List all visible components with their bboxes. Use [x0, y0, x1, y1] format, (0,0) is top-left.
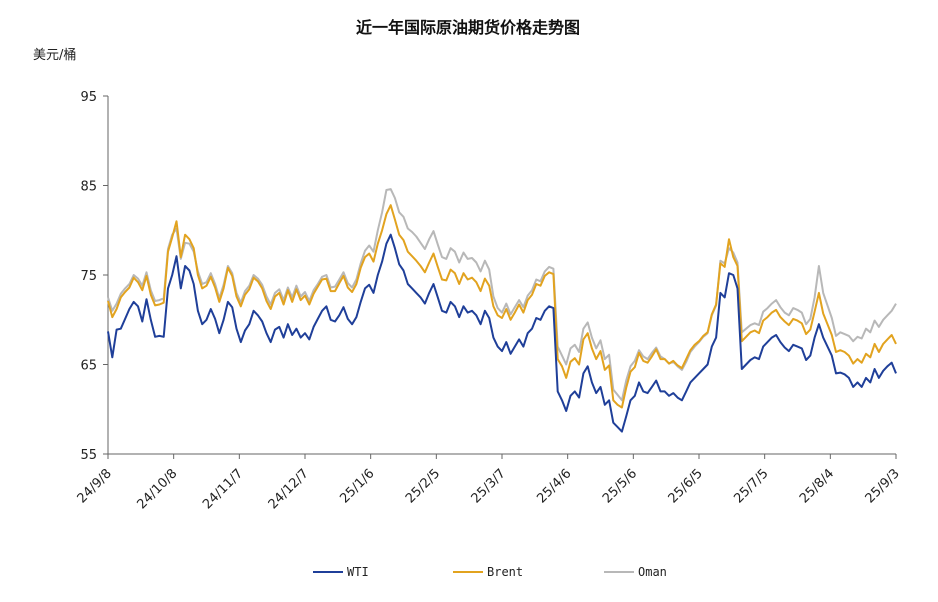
legend: WTI Brent Oman	[313, 565, 667, 579]
x-tick-label: 25/5/6	[600, 466, 640, 506]
y-tick-label: 65	[80, 359, 97, 374]
x-tick-label: 25/1/6	[337, 466, 377, 506]
x-tick-label: 25/9/3	[863, 466, 903, 506]
series-line-brent	[107, 204, 897, 409]
x-tick-label: 24/12/7	[266, 466, 312, 512]
x-tick-label: 25/3/7	[469, 466, 509, 506]
x-tick-label: 25/2/5	[403, 466, 443, 506]
legend-label-brent: Brent	[487, 565, 523, 579]
x-tick-label: 24/9/8	[75, 466, 115, 506]
series-line-wti	[107, 233, 897, 433]
chart-title: 近一年国际原油期货价格走势图	[356, 18, 580, 37]
y-tick-label: 75	[80, 269, 97, 284]
y-tick-label: 55	[80, 448, 97, 463]
x-tick-label: 24/10/8	[134, 466, 180, 512]
legend-label-oman: Oman	[638, 565, 667, 579]
x-tick-label: 25/4/6	[534, 466, 574, 506]
x-tick-label: 25/7/5	[731, 466, 771, 506]
x-axis-ticks: 24/9/8 24/10/8 24/11/7 24/12/7 25/1/6 25/2/5 2…	[75, 454, 903, 512]
series-lines	[107, 188, 897, 433]
x-tick-label: 25/8/4	[797, 466, 837, 506]
x-tick-label: 24/11/7	[200, 466, 246, 512]
y-tick-label: 95	[80, 90, 97, 105]
legend-label-wti: WTI	[347, 565, 369, 579]
y-tick-label: 85	[80, 180, 97, 195]
x-tick-label: 25/6/5	[666, 466, 706, 506]
series-line-oman	[107, 188, 897, 402]
y-axis-ticks: 95 85 75 65 55	[80, 90, 108, 463]
y-axis-unit-label: 美元/桶	[33, 48, 76, 63]
